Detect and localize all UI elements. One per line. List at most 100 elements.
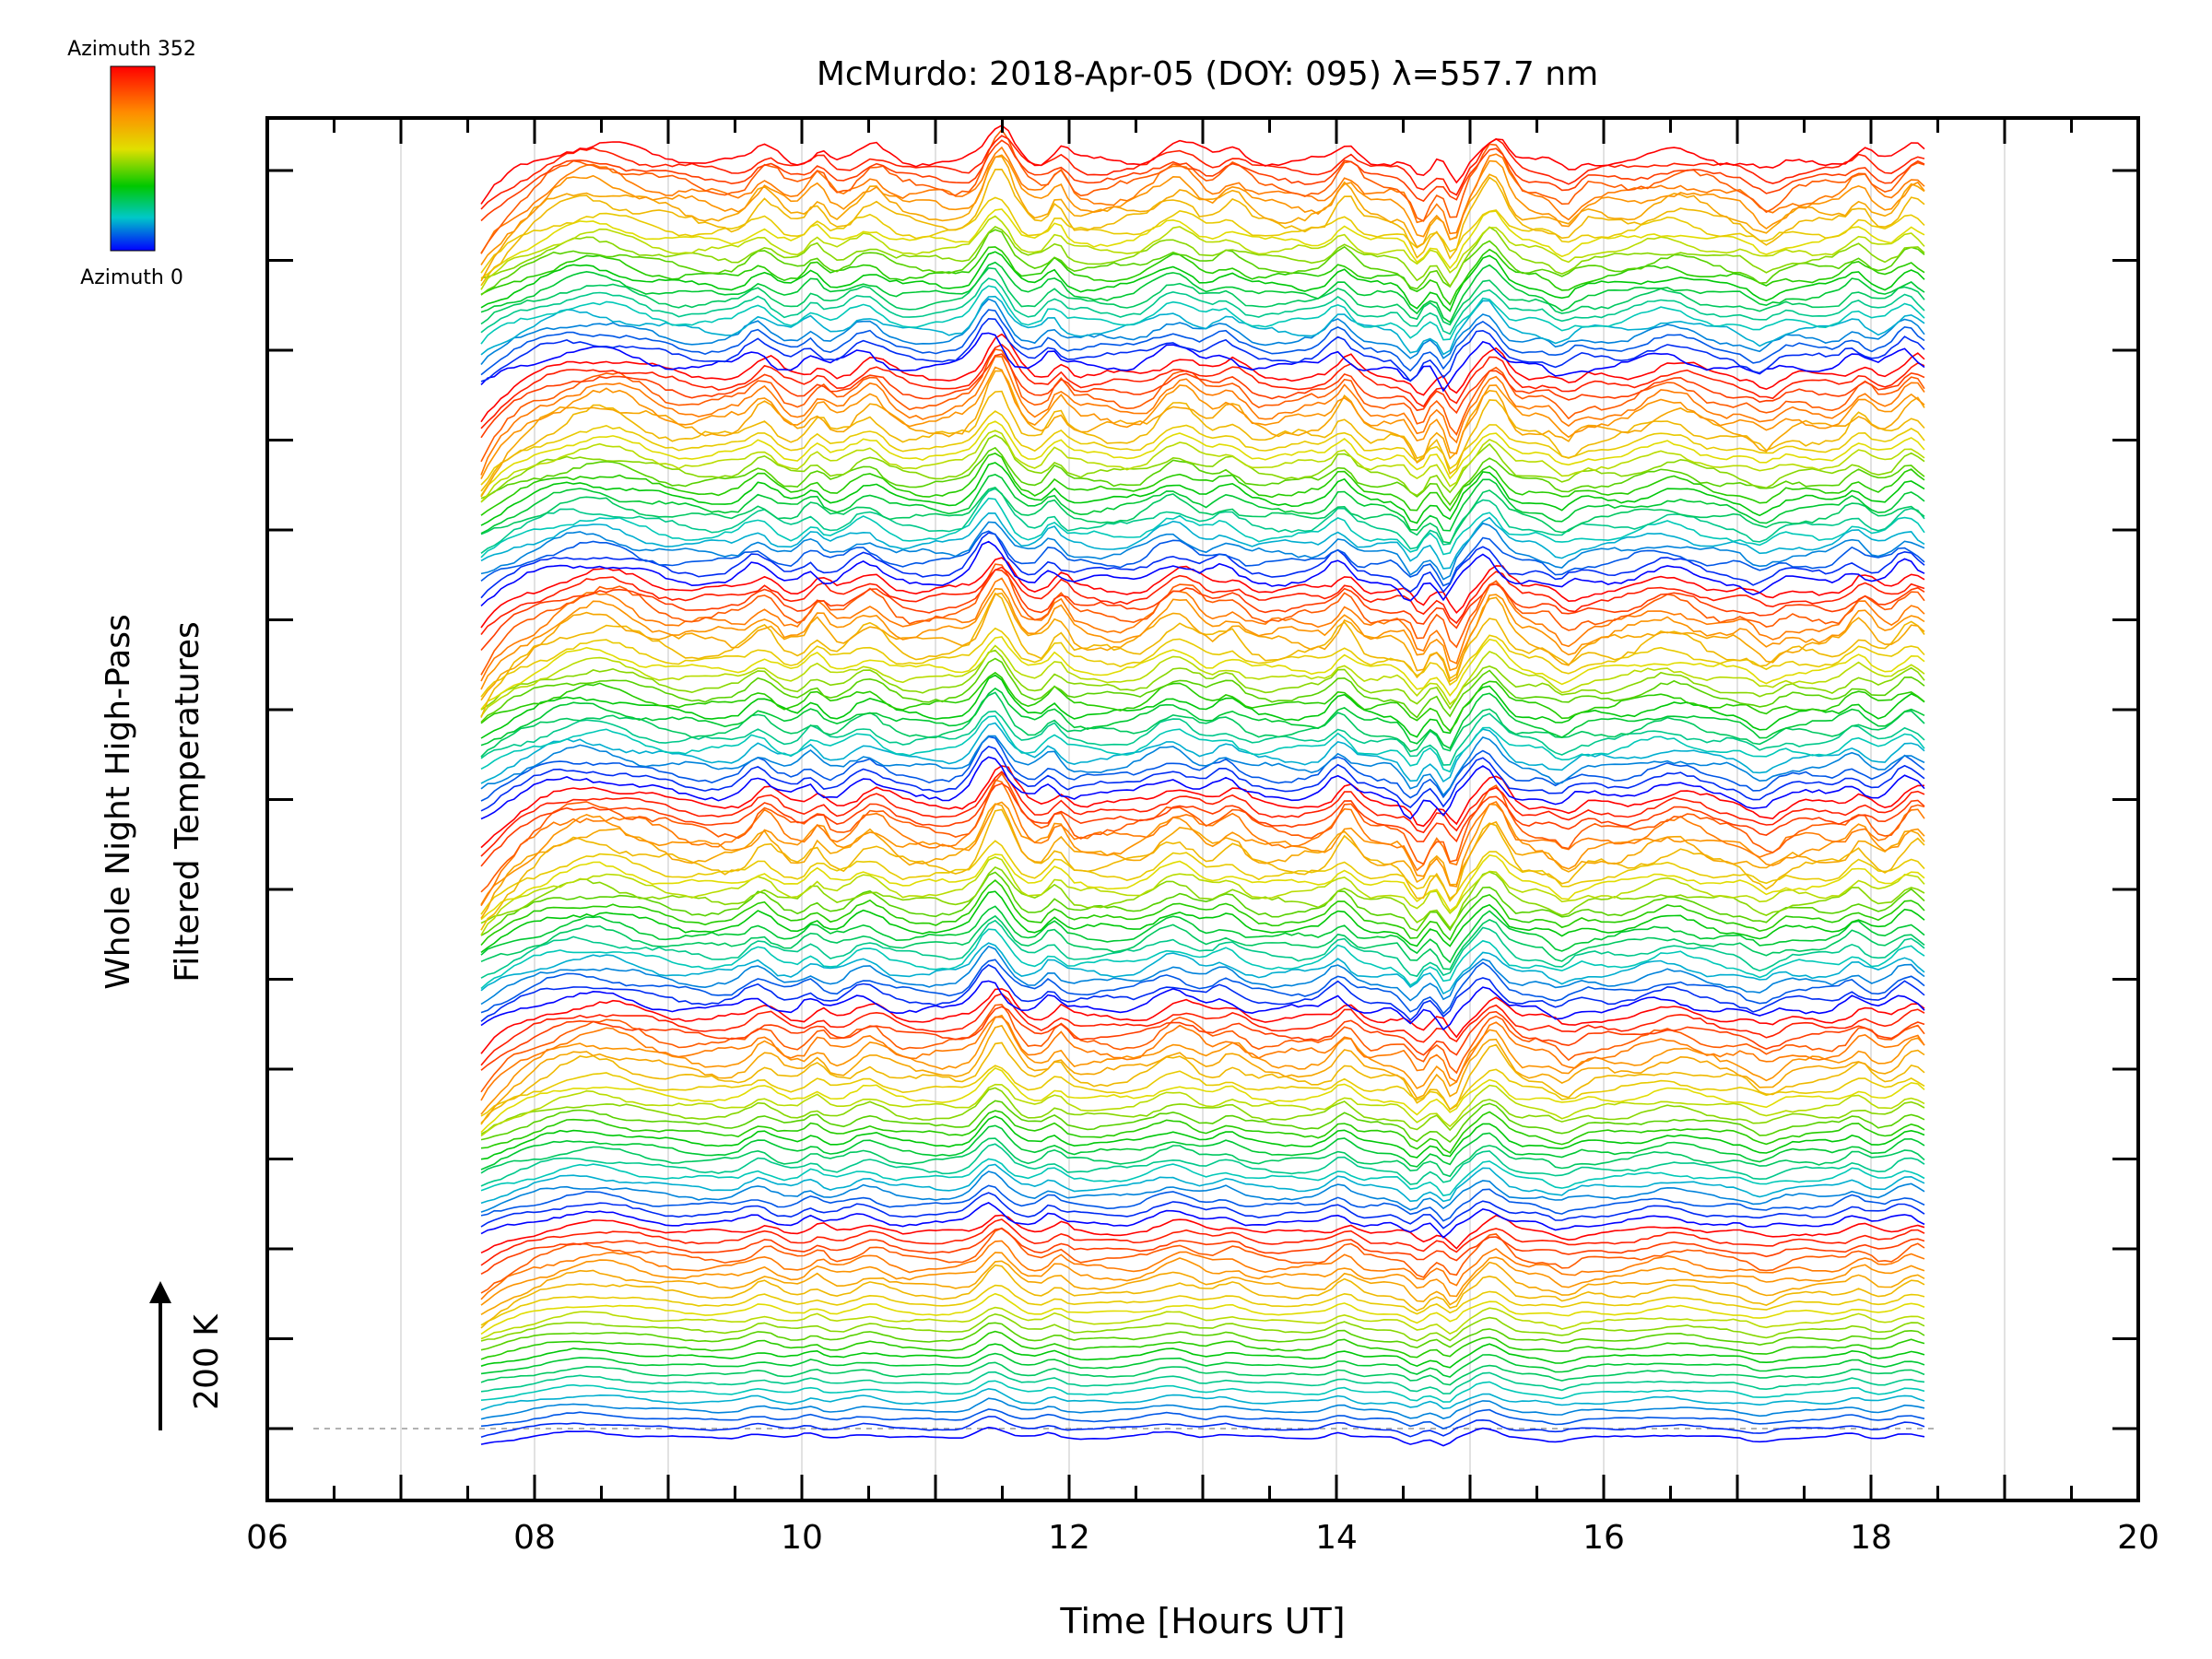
- trace-line: [480, 353, 1925, 439]
- trace-line: [480, 878, 1925, 947]
- trace-line: [480, 355, 1925, 476]
- trace-line: [480, 782, 1925, 867]
- trace-line: [480, 128, 1925, 254]
- trace-line: [480, 1024, 1925, 1124]
- trace-line: [480, 853, 1925, 921]
- trace-line: [480, 1016, 1925, 1101]
- trace-line: [480, 1218, 1925, 1266]
- trace-line: [480, 196, 1925, 274]
- trace-line: [480, 530, 1925, 587]
- trace-line: [480, 928, 1925, 990]
- trace-line: [480, 370, 1925, 498]
- trace-line: [480, 715, 1925, 773]
- trace-line: [480, 942, 1925, 995]
- scale-bar: 200 K: [149, 1281, 226, 1430]
- trace-line: [480, 1171, 1925, 1213]
- trace-line: [480, 208, 1925, 279]
- x-tick-label: 20: [2117, 1519, 2159, 1557]
- trace-line: [480, 229, 1925, 296]
- x-tick-label: 06: [246, 1519, 288, 1557]
- trace-line: [480, 434, 1925, 500]
- trace-line: [480, 772, 1925, 893]
- y-axis-label-line1: Whole Night High-Pass: [100, 614, 137, 990]
- trace-line: [480, 1014, 1925, 1115]
- trace-line: [480, 1284, 1925, 1326]
- trace-line: [480, 486, 1925, 544]
- trace-line: [480, 1252, 1925, 1306]
- trace-line: [480, 390, 1925, 492]
- trace-line: [480, 497, 1925, 559]
- trace-line: [480, 532, 1925, 599]
- trace-line: [480, 687, 1925, 749]
- trace-line: [480, 343, 1925, 429]
- scale-bar-label: 200 K: [188, 1313, 226, 1410]
- trace-line: [480, 735, 1925, 802]
- trace-line: [480, 1110, 1925, 1154]
- axis-ticks: [265, 118, 2140, 1500]
- trace-line: [480, 566, 1925, 635]
- colorbar-bottom-label: Azimuth 0: [80, 266, 183, 289]
- x-tick-label: 14: [1315, 1519, 1358, 1557]
- trace-line: [480, 1312, 1925, 1342]
- trace-line: [480, 964, 1925, 1022]
- trace-line: [480, 246, 1925, 306]
- trace-line: [480, 146, 1925, 254]
- trace-line: [480, 649, 1925, 711]
- trace-line: [480, 1397, 1925, 1420]
- trace-line: [480, 1158, 1925, 1197]
- trace-line: [480, 168, 1925, 287]
- trace-line: [480, 914, 1925, 971]
- x-tick-label: 12: [1048, 1519, 1090, 1557]
- trace-line: [480, 905, 1925, 964]
- trace-line: [480, 1240, 1925, 1300]
- trace-line: [480, 1083, 1925, 1137]
- trace-line: [480, 1260, 1925, 1315]
- trace-line: [480, 1163, 1925, 1205]
- trace-line: [480, 453, 1925, 516]
- trace-line: [480, 1087, 1925, 1135]
- x-tick-labels: 06 08 10 12 14 16 18 20: [246, 1519, 2159, 1557]
- trace-line: [480, 474, 1925, 535]
- trace-line: [480, 266, 1925, 326]
- trace-line: [480, 1066, 1925, 1134]
- trace-line: [480, 1100, 1925, 1144]
- trace-line: [480, 1361, 1925, 1386]
- trace-line: [480, 569, 1925, 652]
- trace-line: [480, 1380, 1925, 1403]
- trace-line: [480, 557, 1925, 629]
- trace-line: [480, 1306, 1925, 1340]
- trace-line: [480, 1214, 1925, 1254]
- scale-bar-arrowhead: [149, 1281, 171, 1303]
- trace-line: [480, 277, 1925, 335]
- trace-line: [480, 429, 1925, 503]
- trace-line: [480, 636, 1925, 711]
- trace-line: [480, 756, 1925, 820]
- trace-line: [480, 871, 1925, 936]
- trace-line: [480, 993, 1925, 1066]
- trace-line: [480, 592, 1925, 701]
- trace-line: [480, 410, 1925, 486]
- trace-line: [480, 1124, 1925, 1171]
- trace-line: [480, 139, 1925, 222]
- trace-line: [480, 1387, 1925, 1411]
- trace-line: [480, 1371, 1925, 1394]
- trace-line: [480, 1228, 1925, 1276]
- trace-line: [480, 801, 1925, 905]
- trace-line: [480, 226, 1925, 288]
- trace-line: [480, 135, 1925, 210]
- trace-line: [480, 124, 1925, 205]
- trace-line: [480, 1343, 1925, 1369]
- x-tick-label: 10: [781, 1519, 823, 1557]
- trace-line: [480, 1264, 1925, 1329]
- trace-line: [480, 1426, 1925, 1447]
- trace-line: [480, 691, 1925, 758]
- trace-line: [480, 627, 1925, 698]
- trace-line: [480, 298, 1925, 366]
- trace-line: [480, 1006, 1925, 1071]
- trace-line: [480, 512, 1925, 570]
- x-tick-label: 08: [513, 1519, 556, 1557]
- colorbar-gradient: [110, 65, 156, 252]
- trace-line: [480, 856, 1925, 936]
- trace-line: [480, 959, 1925, 1015]
